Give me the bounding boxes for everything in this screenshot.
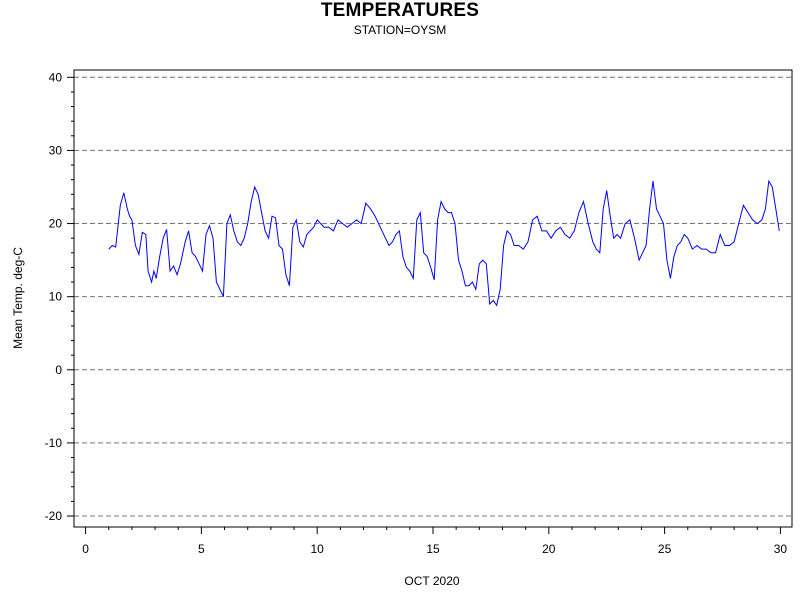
chart-title: TEMPERATURES: [320, 0, 480, 21]
y-tick-label: 10: [49, 290, 63, 304]
y-tick-label: 0: [55, 363, 62, 377]
series-line-mean-temp: [108, 179, 780, 307]
y-tick-label: 30: [49, 143, 63, 157]
y-axis-label: Mean Temp. deg-C: [11, 247, 25, 349]
x-tick-label: 30: [774, 542, 788, 556]
x-tick-label: 0: [82, 542, 89, 556]
chart-subtitle: STATION=OYSM: [353, 23, 447, 37]
plot-area-frame: [73, 69, 793, 528]
y-axis-ticks: -20 -10 0 10 20 30 40: [45, 70, 74, 523]
y-tick-label: -10: [45, 436, 63, 450]
x-tick-label: 25: [658, 542, 672, 556]
x-tick-label: 5: [198, 542, 205, 556]
x-tick-label: 20: [542, 542, 556, 556]
x-tick-label: 15: [426, 542, 440, 556]
y-tick-label: 40: [49, 70, 63, 84]
y-tick-label: 20: [49, 217, 63, 231]
x-axis-label: OCT 2020: [404, 574, 459, 588]
y-tick-label: -20: [45, 509, 63, 523]
x-tick-label: 10: [311, 542, 325, 556]
grid-lines: [74, 76, 792, 517]
x-axis-ticks: 0 5 10 15 20 25 30: [82, 527, 787, 556]
